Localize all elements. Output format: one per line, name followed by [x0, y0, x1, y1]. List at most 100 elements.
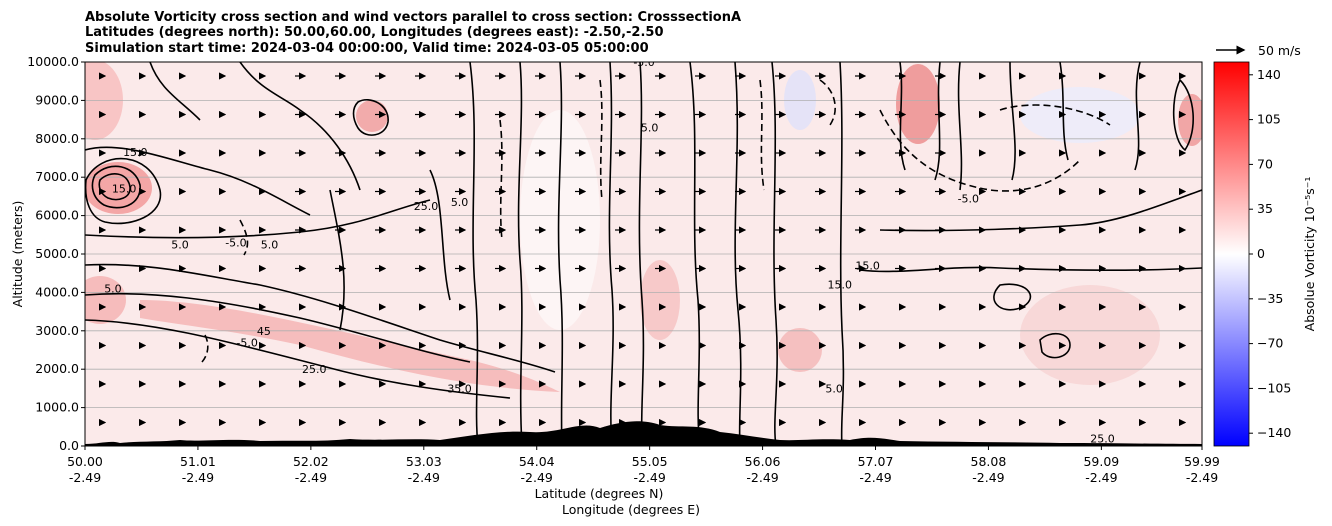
x-tick-label-lat: 51.01 [180, 454, 216, 469]
colorbar-label: Absolue Vorticity 10⁻⁵s⁻¹ [1302, 177, 1317, 332]
title-line-2: Latitudes (degrees north): 50.00,60.00, … [85, 25, 664, 40]
vorticity-region [640, 260, 680, 340]
contour-line [557, 62, 564, 446]
wind-vectors [99, 72, 1187, 427]
y-tick-label: 1000.0 [35, 400, 79, 415]
colorbar: 140 105 70 35 0 −35 −70 −105 −140 Absolue Vortic… [1213, 61, 1317, 447]
contour-line [85, 319, 511, 399]
colorbar-tick-label: 105 [1257, 112, 1281, 127]
vorticity-region [85, 276, 126, 324]
x-tick-label-lat: 53.03 [406, 454, 442, 469]
contour-label: 15.0 [855, 260, 880, 273]
x-tick-label-lon: -2.49 [1186, 470, 1218, 485]
negative-contour-line [999, 104, 1111, 126]
contour-label: -5.0 [633, 56, 654, 69]
contour-line [689, 62, 701, 446]
colorbar-tick-label: 140 [1257, 67, 1281, 82]
x-tick-label-lat: 54.04 [519, 454, 555, 469]
y-tick-label: 0.0 [59, 438, 79, 453]
x-axis-label-longitude: Longitude (degrees E) [562, 502, 700, 517]
contour-label: 25.0 [302, 363, 327, 376]
contour-label: 5.0 [171, 238, 189, 251]
contour-label: -5.0 [236, 336, 257, 349]
colorbar-ticks: 140 105 70 35 0 −35 −70 −105 −140 [1249, 67, 1291, 440]
contour-label: 45 [257, 325, 271, 338]
contour-label: 15.0 [827, 279, 852, 292]
x-axis: 50.00-2.4951.01-2.4952.02-2.4953.03-2.49… [67, 446, 1220, 485]
contour-line [85, 146, 311, 216]
vorticity-region [1020, 285, 1160, 385]
contour-line [85, 263, 556, 373]
contour-label: 5.0 [825, 382, 843, 395]
y-tick-label: 10000.0 [27, 54, 79, 69]
x-tick-label-lon: -2.49 [972, 470, 1004, 485]
vorticity-region [896, 64, 940, 144]
contour-label: 5.0 [104, 283, 122, 296]
contour-label: 15.0 [112, 183, 137, 196]
vorticity-neutral-region [520, 110, 600, 330]
title-line-3: Simulation start time: 2024-03-04 00:00:… [85, 41, 649, 56]
y-tick-label: 6000.0 [35, 208, 79, 223]
negative-contour-line [201, 334, 209, 363]
x-tick-label-lon: -2.49 [633, 470, 665, 485]
chart-title: Absolute Vorticity cross section and win… [85, 10, 741, 56]
x-tick-label-lat: 59.09 [1083, 454, 1119, 469]
y-tick-label: 5000.0 [35, 246, 79, 261]
terrain [85, 421, 1202, 446]
contour-line [638, 62, 645, 446]
contour-line [352, 98, 389, 136]
contour-label: 5.0 [451, 196, 469, 209]
y-axis-label: Altitude (meters) [10, 201, 25, 308]
x-tick-label-lat: 57.07 [858, 454, 894, 469]
contour-lines-negative [201, 79, 1111, 363]
negative-contour-line [499, 119, 503, 241]
contour-line [734, 62, 742, 446]
contour-labels: 15.015.05.05.045-5.0-5.0 5.025.025.0 5.035… [104, 56, 1115, 445]
contour-line [1039, 332, 1071, 359]
contour-line [608, 62, 614, 446]
contour-line [91, 165, 141, 209]
contour-lines [85, 62, 1202, 446]
negative-contour-line [879, 109, 1081, 192]
y-tick-label: 2000.0 [35, 361, 79, 376]
colorbar-tick-label: 35 [1257, 201, 1273, 216]
x-tick-label-lon: -2.49 [69, 470, 101, 485]
contour-label: 5.0 [261, 238, 279, 251]
contour-label: 35.0 [447, 382, 472, 395]
colorbar-gradient [1213, 61, 1250, 447]
quiver-key: 50 m/s [1216, 43, 1301, 58]
plot-area: 15.015.05.05.045-5.0-5.0 5.025.025.0 5.035… [85, 56, 1202, 446]
title-line-1: Absolute Vorticity cross section and win… [85, 10, 741, 25]
negative-contour-line [759, 79, 765, 191]
vorticity-region [85, 62, 123, 140]
y-tick-label: 8000.0 [35, 131, 79, 146]
contour-line [957, 62, 963, 191]
y-tick-label: 3000.0 [35, 323, 79, 338]
contour-line [85, 199, 431, 239]
vorticity-region [778, 328, 822, 372]
negative-contour-line [599, 79, 603, 201]
quiver-key-label: 50 m/s [1258, 43, 1301, 58]
contour-line [429, 169, 451, 301]
x-tick-label-lat: 50.00 [67, 454, 103, 469]
colorbar-tick-label: −105 [1257, 380, 1291, 395]
contour-label: -5.0 [225, 236, 246, 249]
y-tick-label: 4000.0 [35, 284, 79, 299]
vorticity-region [356, 100, 388, 132]
contour-line [329, 189, 345, 331]
contour-line [1134, 62, 1141, 171]
contour-line [517, 62, 523, 446]
x-tick-label-lon: -2.49 [182, 470, 214, 485]
contour-label: 5.0 [641, 121, 659, 134]
x-tick-label-lat: 55.05 [632, 454, 668, 469]
x-tick-label-lon: -2.49 [408, 470, 440, 485]
x-tick-label-lon: -2.49 [1085, 470, 1117, 485]
negative-contour-line [239, 219, 249, 256]
x-tick-label-lon: -2.49 [746, 470, 778, 485]
colorbar-tick-label: 70 [1257, 156, 1273, 171]
colorbar-tick-label: −70 [1257, 336, 1283, 351]
y-tick-label: 9000.0 [35, 92, 79, 107]
contour-line [771, 62, 778, 446]
contour-label: -5.0 [958, 192, 979, 205]
x-tick-label-lon: -2.49 [521, 470, 553, 485]
